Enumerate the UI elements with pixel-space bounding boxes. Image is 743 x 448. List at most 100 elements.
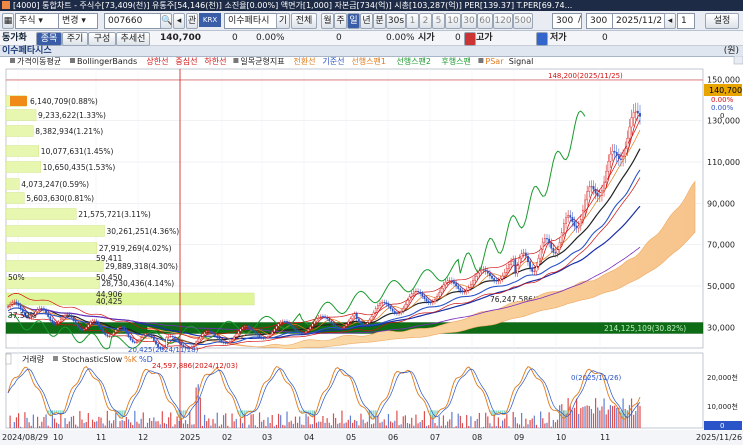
stock-code-input[interactable]: 007660 xyxy=(104,13,162,29)
search-icon[interactable]: 🔍 xyxy=(160,13,172,29)
left-axis-label: 59,411 xyxy=(96,254,122,263)
volume-bar xyxy=(377,415,378,428)
volume-bar xyxy=(405,415,406,428)
candle-body xyxy=(379,303,380,305)
volume-bar xyxy=(215,424,216,428)
candle-body xyxy=(250,327,251,329)
period-button-5[interactable]: 30s xyxy=(386,13,406,29)
volume-bar xyxy=(491,426,492,428)
candle-body xyxy=(612,151,613,154)
page-prev-icon[interactable]: ◂ xyxy=(664,13,676,29)
volume-bar xyxy=(130,422,131,428)
volume-bar xyxy=(458,414,459,428)
volume-bar xyxy=(196,388,197,428)
volume-profile-label: 5,603,630(0.81%) xyxy=(26,194,94,203)
volume-bar xyxy=(337,424,338,428)
period-button-10[interactable]: 30 xyxy=(461,13,477,29)
candle-body xyxy=(517,266,518,274)
candle-body xyxy=(512,259,513,261)
volume-bar xyxy=(151,421,152,428)
period-button-1[interactable]: 주 xyxy=(334,13,347,29)
grid-menu-icon[interactable]: ▦ xyxy=(2,13,14,29)
candle-body xyxy=(255,331,256,333)
stoch-oversold-fill xyxy=(312,410,314,416)
tab-stock[interactable]: 종목 xyxy=(36,32,62,46)
tab-period[interactable]: 주기 xyxy=(62,32,88,46)
period-button-7[interactable]: 2 xyxy=(419,13,432,29)
tab-config[interactable]: 구성 xyxy=(88,32,116,46)
full-view-button[interactable]: 전체 xyxy=(291,13,317,29)
candle-body xyxy=(567,215,568,217)
period-button-11[interactable]: 60 xyxy=(477,13,493,29)
volume-bar xyxy=(639,406,640,428)
candle-body xyxy=(236,334,237,337)
volume-profile-bar xyxy=(6,162,41,173)
prev-stock-icon[interactable]: ◂ xyxy=(173,13,185,29)
volume-bar xyxy=(546,423,547,428)
change-select[interactable]: 변경 ▾ xyxy=(58,13,98,29)
volume-bar xyxy=(210,426,211,428)
volume-bar xyxy=(481,427,482,428)
candle-body xyxy=(369,320,370,323)
x-axis-label: 10 xyxy=(556,433,566,442)
main-plot-frame xyxy=(6,69,703,348)
candle-body xyxy=(244,326,245,327)
volume-bar xyxy=(322,416,323,428)
next-stock-icon[interactable]: 관 xyxy=(186,13,198,29)
candle-body xyxy=(593,186,594,189)
volume-bar xyxy=(90,427,91,428)
candle-body xyxy=(498,281,499,282)
tab-trendline[interactable]: 추세선 xyxy=(116,32,150,46)
candle-body xyxy=(198,339,199,342)
candle-body xyxy=(576,226,577,228)
period-button-6[interactable]: 1 xyxy=(406,13,419,29)
volume-bar xyxy=(403,416,404,428)
candle-body xyxy=(252,329,253,331)
candle-body xyxy=(371,316,372,320)
volume-bar xyxy=(50,427,51,428)
company-name-field[interactable]: 이수페타시 xyxy=(224,13,280,29)
period-button-8[interactable]: 5 xyxy=(432,13,445,29)
volume-bar xyxy=(282,425,283,428)
candle-body xyxy=(603,182,604,191)
candle-body xyxy=(176,338,177,340)
volume-bar xyxy=(236,419,237,428)
candle-body xyxy=(233,337,234,340)
open-label: 시가 xyxy=(418,32,435,44)
ipo-button[interactable]: 기 xyxy=(276,13,290,29)
settings-button[interactable]: 설정 xyxy=(705,13,739,29)
volume-bar xyxy=(18,413,19,428)
market-select[interactable]: 주식 ▾ xyxy=(15,13,61,29)
candle-body xyxy=(238,331,239,334)
candle-body xyxy=(629,127,630,138)
candle-body xyxy=(54,323,55,324)
period-button-0[interactable]: 월 xyxy=(321,13,334,29)
period-button-12[interactable]: 120 xyxy=(493,13,513,29)
candle-body xyxy=(278,324,279,326)
volume-profile-label: 27,919,269(4.02%) xyxy=(99,244,172,253)
price-chart-svg[interactable]: 6,140,709(0.88%)9,233,622(1.33%)8,382,93… xyxy=(0,56,743,445)
volume-profile-label: 6,140,709(0.88%) xyxy=(30,97,98,106)
page-input[interactable]: 1 xyxy=(677,13,695,29)
volume-bar xyxy=(466,415,467,428)
date-input[interactable]: 2025/11/2 xyxy=(612,13,668,29)
period-button-13[interactable]: 500 xyxy=(513,13,533,29)
candle-body xyxy=(362,323,363,324)
volume-bar xyxy=(200,398,201,428)
x-axis-label: 09 xyxy=(514,433,524,442)
collapse-icon[interactable] xyxy=(734,56,743,64)
volume-bar xyxy=(242,423,243,428)
candle-body xyxy=(208,331,209,332)
candle-body xyxy=(331,321,332,323)
period-button-3[interactable]: 년 xyxy=(360,13,373,29)
window-title: [4000] 통합차트 - 주식수[73,409(천)] 유통주[54,146(… xyxy=(13,1,572,10)
volume-bar xyxy=(527,424,528,428)
volume-profile-label: 10,650,435(1.53%) xyxy=(43,163,116,172)
period-button-9[interactable]: 10 xyxy=(445,13,461,29)
candle-body xyxy=(217,336,218,338)
period-button-2[interactable]: 일 xyxy=(347,13,360,29)
period-button-4[interactable]: 분 xyxy=(373,13,386,29)
lower-panel-toggle-icon[interactable] xyxy=(6,354,11,364)
volume-bar xyxy=(183,423,184,428)
chart-area[interactable]: 6,140,709(0.88%)9,233,622(1.33%)8,382,93… xyxy=(0,56,743,445)
